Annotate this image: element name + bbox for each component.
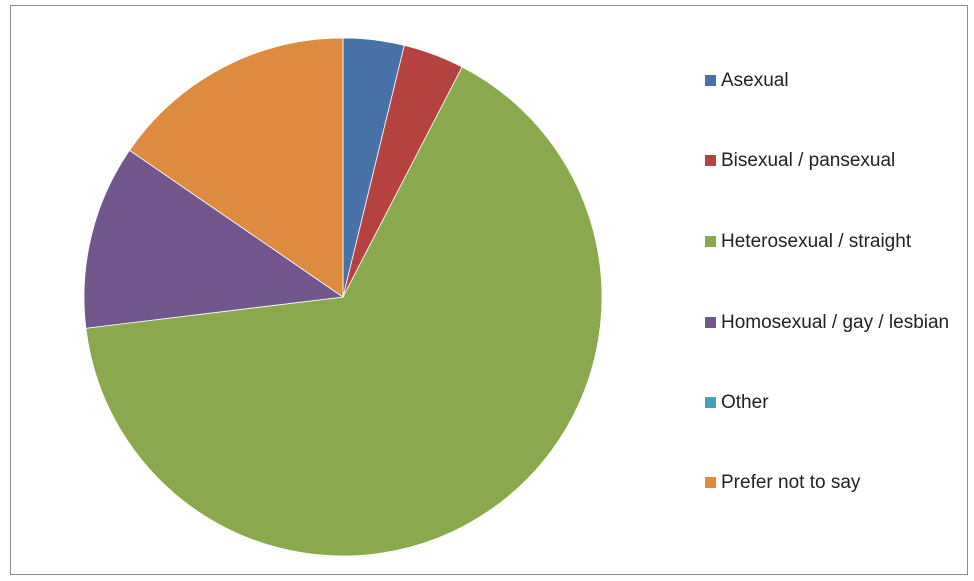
pie-slice bbox=[85, 66, 603, 557]
legend-item: Prefer not to say bbox=[705, 469, 955, 496]
legend-label: Other bbox=[721, 392, 769, 413]
legend-swatch bbox=[705, 75, 716, 86]
legend-swatch bbox=[705, 236, 716, 247]
legend-item: Other bbox=[705, 389, 955, 416]
legend-label: Prefer not to say bbox=[721, 472, 861, 493]
legend-label: Asexual bbox=[721, 70, 789, 91]
legend-label: Heterosexual / straight bbox=[721, 231, 912, 252]
legend-label: Homosexual / gay / lesbian bbox=[721, 312, 950, 333]
pie-slice bbox=[83, 149, 345, 329]
legend-swatch bbox=[705, 397, 716, 408]
legend-item: Heterosexual / straight bbox=[705, 228, 955, 255]
legend-swatch bbox=[705, 155, 716, 166]
legend-item: Asexual bbox=[705, 67, 955, 94]
legend-item: Homosexual / gay / lesbian bbox=[705, 309, 955, 336]
legend-item: Bisexual / pansexual bbox=[705, 147, 955, 174]
legend-swatch bbox=[705, 477, 716, 488]
pie-slice bbox=[129, 37, 344, 298]
legend-label: Bisexual / pansexual bbox=[721, 150, 896, 171]
chart-frame bbox=[10, 5, 968, 575]
legend-swatch bbox=[705, 317, 716, 328]
